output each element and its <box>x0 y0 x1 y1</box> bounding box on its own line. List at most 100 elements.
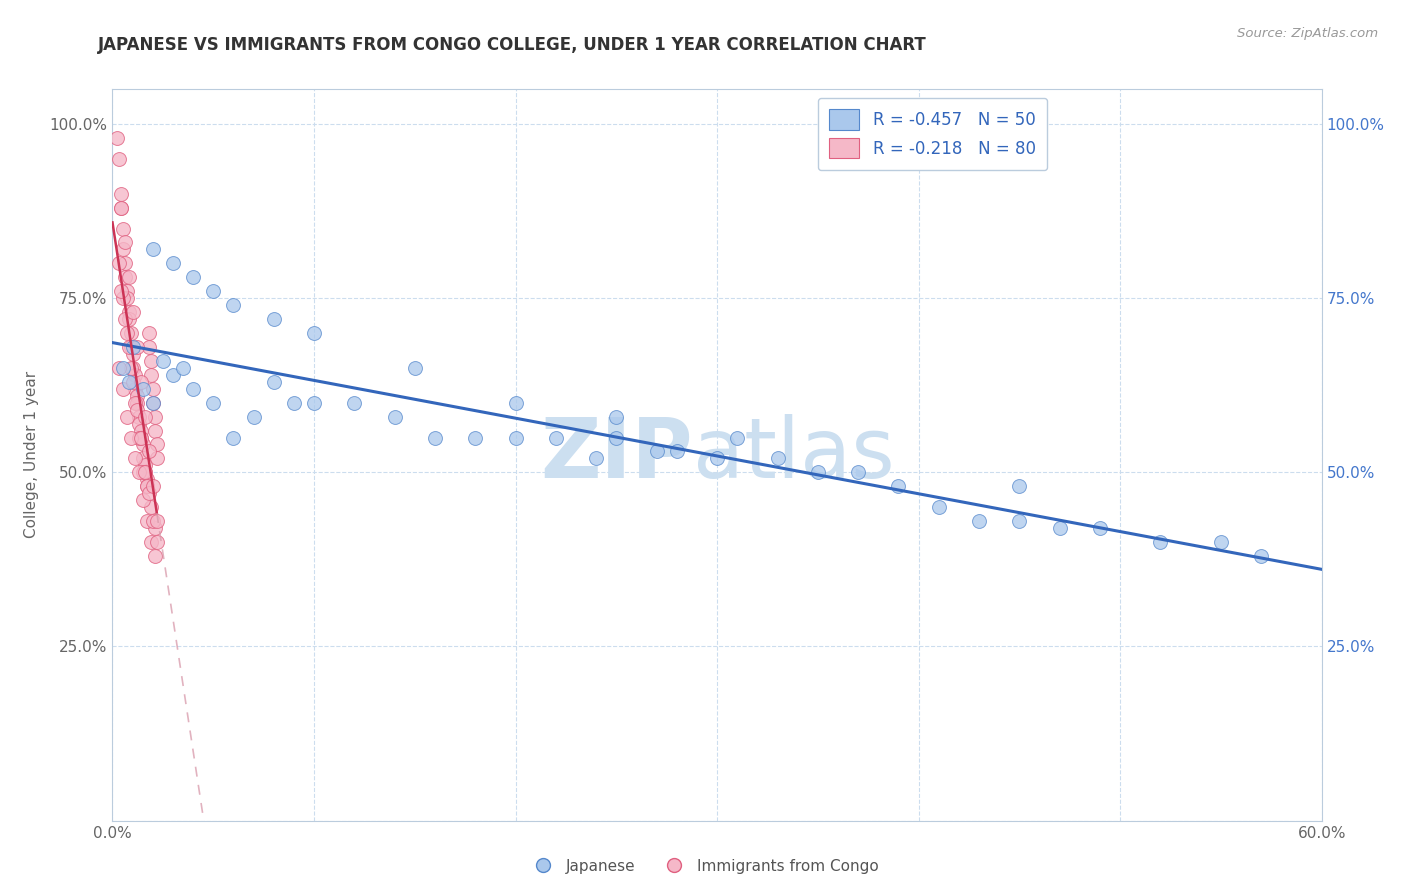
Point <box>138 340 160 354</box>
Point <box>134 466 156 480</box>
Point <box>222 430 245 444</box>
Point <box>887 479 910 493</box>
Point <box>143 409 166 424</box>
Text: Source: ZipAtlas.com: Source: ZipAtlas.com <box>1237 27 1378 40</box>
Point <box>142 395 165 409</box>
Point <box>242 409 264 424</box>
Point <box>135 514 157 528</box>
Point <box>120 340 142 354</box>
Point <box>115 291 138 305</box>
Point <box>129 430 152 444</box>
Point <box>146 535 169 549</box>
Point <box>134 409 156 424</box>
Point <box>115 284 138 298</box>
Point <box>464 430 486 444</box>
Point <box>110 201 132 215</box>
Point <box>143 424 166 438</box>
Point <box>138 326 160 340</box>
Point <box>142 514 165 528</box>
Point <box>124 368 146 382</box>
Point <box>162 256 184 270</box>
Point <box>114 235 136 250</box>
Point <box>1209 535 1232 549</box>
Point <box>139 368 162 382</box>
Legend: R = -0.457   N = 50, R = -0.218   N = 80: R = -0.457 N = 50, R = -0.218 N = 80 <box>818 97 1047 169</box>
Point <box>146 514 169 528</box>
Legend: Japanese, Immigrants from Congo: Japanese, Immigrants from Congo <box>522 853 884 880</box>
Point <box>807 466 830 480</box>
Point <box>121 340 143 354</box>
Point <box>111 243 134 257</box>
Point <box>132 437 155 451</box>
Text: JAPANESE VS IMMIGRANTS FROM CONGO COLLEGE, UNDER 1 YEAR CORRELATION CHART: JAPANESE VS IMMIGRANTS FROM CONGO COLLEG… <box>98 36 927 54</box>
Point <box>1008 479 1031 493</box>
Point <box>302 395 325 409</box>
Point <box>181 270 204 285</box>
Point <box>120 326 142 340</box>
Point <box>302 326 325 340</box>
Point <box>134 466 156 480</box>
Point <box>121 347 143 361</box>
Point <box>505 430 527 444</box>
Point <box>202 395 225 409</box>
Point <box>766 451 789 466</box>
Point <box>1250 549 1272 563</box>
Point <box>105 131 128 145</box>
Point <box>263 375 285 389</box>
Point <box>132 382 155 396</box>
Point <box>117 312 139 326</box>
Point <box>124 451 146 466</box>
Point <box>142 479 165 493</box>
Point <box>139 500 162 515</box>
Point <box>1088 521 1111 535</box>
Point <box>283 395 305 409</box>
Point <box>117 270 139 285</box>
Point <box>121 360 143 375</box>
Point <box>725 430 748 444</box>
Point <box>128 466 150 480</box>
Point <box>132 466 155 480</box>
Point <box>138 486 160 500</box>
Point <box>107 256 129 270</box>
Point <box>146 437 169 451</box>
Point <box>1008 514 1031 528</box>
Point <box>129 430 152 444</box>
Point <box>665 444 688 458</box>
Point <box>132 493 155 508</box>
Point <box>142 395 165 409</box>
Point <box>172 360 194 375</box>
Point <box>107 360 129 375</box>
Point <box>124 382 146 396</box>
Point <box>135 479 157 493</box>
Point <box>384 409 406 424</box>
Point <box>404 360 426 375</box>
Point <box>114 270 136 285</box>
Point <box>111 382 134 396</box>
Point <box>1049 521 1071 535</box>
Point <box>117 305 139 319</box>
Point <box>117 340 139 354</box>
Point <box>505 395 527 409</box>
Point <box>139 354 162 368</box>
Point <box>134 458 156 473</box>
Point <box>128 430 150 444</box>
Point <box>125 340 148 354</box>
Point <box>107 152 129 166</box>
Text: ZIP: ZIP <box>540 415 693 495</box>
Point <box>124 395 146 409</box>
Point <box>132 451 155 466</box>
Point <box>125 389 148 403</box>
Point <box>605 409 627 424</box>
Point <box>125 402 148 417</box>
Point <box>128 417 150 431</box>
Point <box>142 382 165 396</box>
Point <box>143 521 166 535</box>
Point <box>928 500 950 515</box>
Point <box>544 430 567 444</box>
Point <box>114 312 136 326</box>
Point <box>135 472 157 486</box>
Point <box>181 382 204 396</box>
Point <box>111 221 134 235</box>
Point <box>114 256 136 270</box>
Point <box>222 298 245 312</box>
